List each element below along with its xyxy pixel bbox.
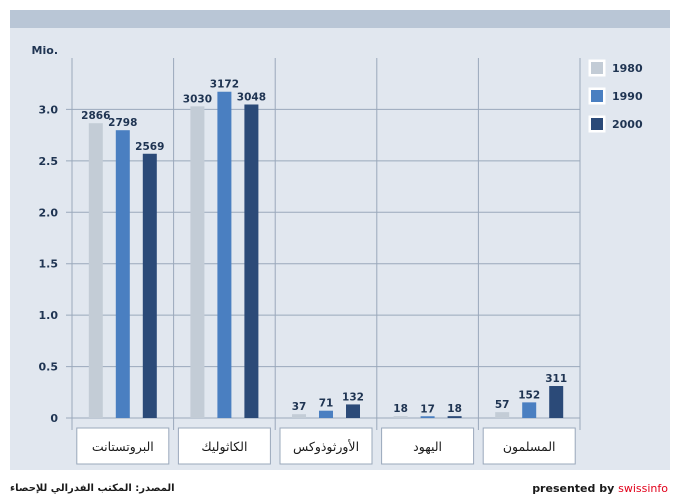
y-tick-label: 0 xyxy=(50,412,58,425)
category-label-box xyxy=(381,427,475,465)
category-label: الكاثوليك xyxy=(201,439,247,455)
bar-value-label: 311 xyxy=(545,373,567,385)
bar-value-label: 2569 xyxy=(135,141,164,153)
bar xyxy=(217,91,232,418)
bar-value-label: 2866 xyxy=(81,110,110,122)
bar xyxy=(115,130,130,418)
bar xyxy=(88,123,103,418)
bar-value-label: 18 xyxy=(393,403,408,415)
y-tick-label: 1.5 xyxy=(39,258,59,271)
bar-value-label: 57 xyxy=(495,399,510,411)
header-bar xyxy=(10,10,670,28)
category-label-box xyxy=(177,427,271,465)
bar-value-label: 37 xyxy=(292,401,307,413)
bar-value-label: 3030 xyxy=(183,93,212,105)
bar-value-label: 17 xyxy=(420,403,435,415)
bar xyxy=(346,404,360,418)
category-label: اليهود xyxy=(413,439,442,455)
bar xyxy=(244,104,259,419)
bar-value-label: 18 xyxy=(447,403,462,415)
category-label-box xyxy=(482,427,576,465)
category-label-box xyxy=(279,427,373,465)
y-tick-label: 2.0 xyxy=(39,206,59,219)
bar-value-label: 3048 xyxy=(237,91,266,103)
bar-value-label: 132 xyxy=(342,391,364,403)
y-tick-label: 1.0 xyxy=(39,309,59,322)
legend-swatch xyxy=(591,62,603,74)
legend-swatch xyxy=(591,118,603,130)
swissinfo-brand: swissinfo xyxy=(618,482,668,495)
bar xyxy=(393,416,408,418)
presented-by: presented by swissinfo xyxy=(532,482,668,495)
legend-label: 1990 xyxy=(612,90,643,103)
source-note: المصدر: المكتب الفدرالي للإحصاء xyxy=(10,483,175,494)
bar-value-label: 152 xyxy=(518,389,540,401)
bar xyxy=(142,153,157,418)
y-tick-label: 0.5 xyxy=(39,361,59,374)
category-label-box xyxy=(76,427,170,465)
bar xyxy=(190,106,205,418)
presented-by-label: presented by xyxy=(532,482,615,495)
bar xyxy=(549,386,564,418)
legend-label: 2000 xyxy=(612,118,643,131)
bar xyxy=(447,416,462,418)
category-label: الأورثوذوكس xyxy=(293,439,359,455)
bar-value-label: 2798 xyxy=(108,117,137,129)
y-axis-label: Mio. xyxy=(32,44,58,57)
bar xyxy=(292,414,306,418)
y-tick-label: 3.0 xyxy=(39,103,59,116)
y-tick-label: 2.5 xyxy=(39,155,59,168)
bar-value-label: 3172 xyxy=(210,79,239,91)
legend-label: 1980 xyxy=(612,62,643,75)
bar xyxy=(420,416,435,418)
bar xyxy=(495,412,510,418)
bar xyxy=(319,410,333,418)
legend-swatch xyxy=(591,90,603,102)
category-label: المسلمون xyxy=(503,439,556,455)
bar-value-label: 71 xyxy=(319,398,334,410)
bar xyxy=(522,402,537,418)
category-label: البروتستانت xyxy=(92,439,154,455)
